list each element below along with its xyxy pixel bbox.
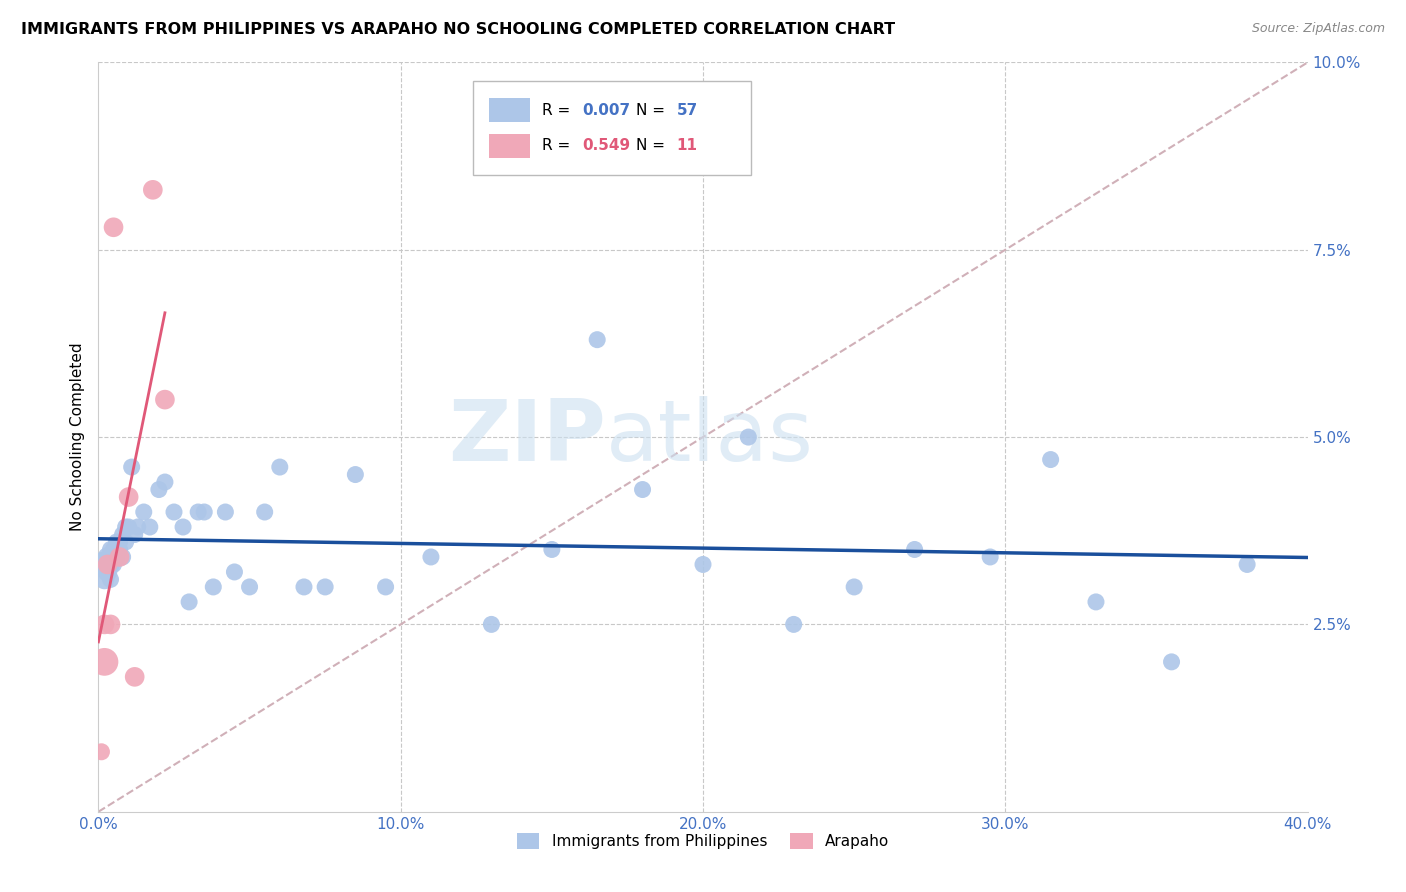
Point (127, 520, 149, 534)
Point (139, 520, 162, 534)
Point (90, 558, 112, 572)
Text: 0.549: 0.549 (582, 138, 630, 153)
Legend: Immigrants from Philippines, Arapaho: Immigrants from Philippines, Arapaho (509, 825, 897, 856)
Point (692, 558, 714, 572)
Text: Source: ZipAtlas.com: Source: ZipAtlas.com (1251, 22, 1385, 36)
Text: 57: 57 (676, 103, 697, 118)
Point (904, 542, 927, 557)
Point (179, 595, 201, 609)
Point (224, 565, 246, 579)
Point (420, 549, 443, 564)
Point (979, 549, 1001, 564)
Point (103, 558, 125, 572)
Point (269, 460, 291, 475)
Point (100, 573, 122, 587)
Point (100, 542, 122, 557)
Point (103, 549, 125, 564)
Text: IMMIGRANTS FROM PHILIPPINES VS ARAPAHO NO SCHOOLING COMPLETED CORRELATION CHART: IMMIGRANTS FROM PHILIPPINES VS ARAPAHO N… (21, 22, 896, 37)
Point (90, 745, 112, 759)
Point (108, 542, 131, 557)
Point (844, 580, 866, 594)
Point (93, 617, 115, 632)
Point (172, 520, 194, 534)
Point (148, 483, 170, 497)
FancyBboxPatch shape (489, 98, 530, 122)
Point (193, 505, 215, 519)
Point (103, 542, 125, 557)
Point (100, 617, 122, 632)
Point (481, 617, 503, 632)
Point (187, 505, 209, 519)
Text: R =: R = (543, 103, 575, 118)
Point (105, 535, 128, 549)
Point (292, 580, 315, 594)
Point (114, 520, 136, 534)
Text: ZIP: ZIP (449, 395, 606, 479)
Point (163, 505, 186, 519)
Point (374, 580, 396, 594)
Point (1160, 655, 1182, 669)
Point (253, 505, 276, 519)
Point (783, 617, 806, 632)
Point (93, 558, 115, 572)
Point (737, 430, 759, 444)
Point (540, 542, 562, 557)
Point (124, 527, 146, 541)
Point (96, 558, 118, 572)
Point (96, 549, 118, 564)
Point (114, 535, 136, 549)
Point (103, 220, 125, 235)
Text: N =: N = (637, 138, 671, 153)
Point (1039, 452, 1062, 467)
Point (118, 490, 141, 504)
Point (1236, 558, 1258, 572)
Point (121, 460, 143, 475)
Point (93, 573, 115, 587)
Point (100, 558, 122, 572)
Point (239, 580, 262, 594)
Text: N =: N = (637, 103, 671, 118)
Text: 0.007: 0.007 (582, 103, 630, 118)
Point (111, 549, 134, 564)
Point (314, 580, 336, 594)
Point (124, 670, 146, 684)
Point (111, 527, 134, 541)
Point (142, 183, 165, 197)
Point (132, 505, 155, 519)
Point (118, 520, 141, 534)
Point (1085, 595, 1108, 609)
Point (153, 475, 176, 489)
Point (153, 392, 176, 407)
Point (96, 565, 118, 579)
Point (344, 467, 367, 482)
Point (631, 483, 654, 497)
FancyBboxPatch shape (489, 134, 530, 158)
Text: R =: R = (543, 138, 575, 153)
Point (108, 549, 131, 564)
Text: atlas: atlas (606, 395, 814, 479)
Y-axis label: No Schooling Completed: No Schooling Completed (69, 343, 84, 532)
FancyBboxPatch shape (474, 81, 751, 175)
Point (108, 535, 131, 549)
Point (214, 505, 236, 519)
Point (586, 333, 609, 347)
Point (93, 655, 115, 669)
Point (202, 580, 225, 594)
Text: 11: 11 (676, 138, 697, 153)
Point (105, 549, 128, 564)
